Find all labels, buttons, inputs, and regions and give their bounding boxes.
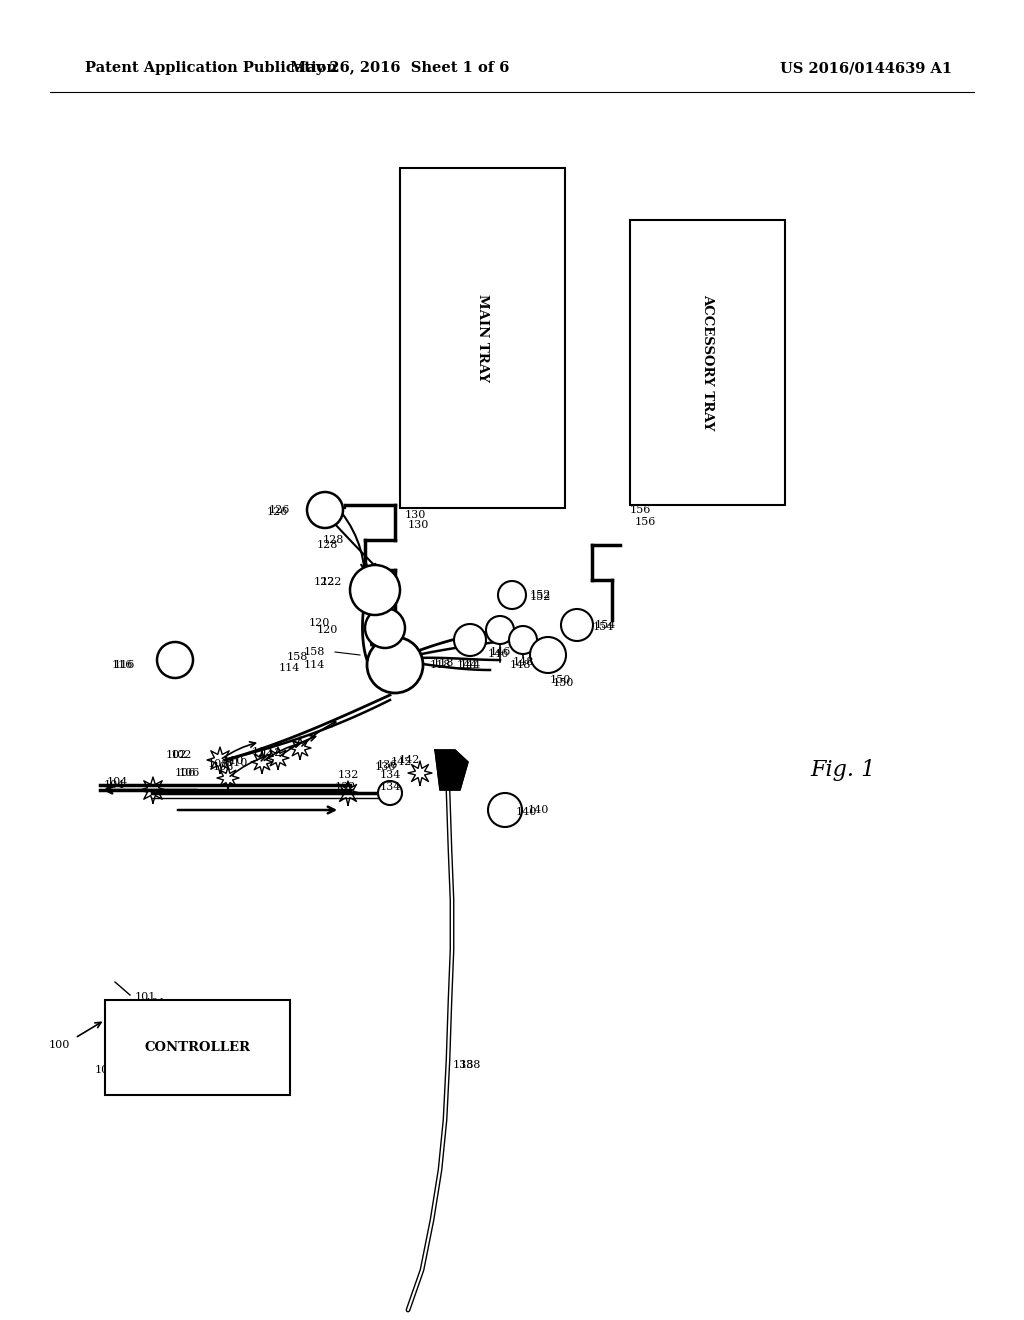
Text: 128: 128 — [323, 535, 344, 545]
Circle shape — [378, 781, 402, 805]
Text: May 26, 2016  Sheet 1 of 6: May 26, 2016 Sheet 1 of 6 — [291, 61, 510, 75]
Text: 154: 154 — [595, 620, 616, 630]
Text: 146: 146 — [487, 649, 509, 659]
Bar — [630, 220, 785, 506]
Circle shape — [350, 565, 400, 615]
Text: 130: 130 — [406, 510, 426, 520]
Text: 108: 108 — [208, 759, 229, 770]
Text: 138: 138 — [460, 1060, 481, 1071]
Text: 156: 156 — [630, 506, 651, 515]
Text: 152: 152 — [530, 591, 551, 602]
Text: 102: 102 — [166, 750, 187, 760]
Text: 116: 116 — [114, 660, 135, 671]
Text: 114: 114 — [304, 660, 325, 671]
Text: 110: 110 — [226, 758, 248, 768]
Text: 108: 108 — [213, 762, 234, 772]
Text: 132: 132 — [334, 781, 355, 792]
Text: 101: 101 — [145, 998, 166, 1008]
Bar — [400, 168, 565, 508]
Text: 104: 104 — [106, 777, 128, 787]
Circle shape — [498, 581, 526, 609]
Text: 144: 144 — [460, 660, 480, 671]
Text: 140: 140 — [528, 805, 549, 814]
Text: 132: 132 — [337, 770, 358, 780]
Circle shape — [488, 793, 522, 828]
Circle shape — [367, 638, 423, 693]
Bar — [105, 1001, 290, 1096]
Text: CONTROLLER: CONTROLLER — [144, 1041, 251, 1053]
Text: 112: 112 — [252, 747, 273, 756]
Circle shape — [365, 609, 406, 648]
Text: 152: 152 — [530, 590, 551, 601]
Text: 148: 148 — [512, 657, 534, 667]
Text: 128: 128 — [316, 540, 338, 550]
Circle shape — [509, 626, 537, 653]
Text: 142: 142 — [398, 755, 420, 766]
Text: 134: 134 — [379, 770, 400, 780]
Text: Fig. 1: Fig. 1 — [810, 759, 876, 781]
Text: 138: 138 — [453, 1060, 474, 1071]
Text: 144: 144 — [457, 660, 477, 671]
Text: 134: 134 — [379, 781, 400, 792]
Text: 112: 112 — [261, 748, 282, 758]
Text: 118: 118 — [433, 657, 455, 668]
Text: 104: 104 — [103, 780, 125, 789]
Circle shape — [157, 642, 193, 678]
Text: 146: 146 — [489, 647, 511, 657]
Text: 136: 136 — [375, 762, 396, 772]
Text: 122: 122 — [321, 577, 342, 587]
Text: 114: 114 — [279, 663, 300, 673]
Text: 156: 156 — [635, 517, 656, 527]
Text: 106: 106 — [175, 768, 196, 777]
Text: 101: 101 — [135, 993, 157, 1002]
Text: MAIN TRAY: MAIN TRAY — [476, 294, 489, 381]
Text: 120: 120 — [308, 618, 330, 628]
Text: 140: 140 — [516, 807, 538, 817]
Text: 122: 122 — [313, 577, 335, 587]
Text: 116: 116 — [112, 660, 133, 671]
Text: 120: 120 — [316, 624, 338, 635]
Text: 158: 158 — [304, 647, 325, 657]
Text: 130: 130 — [408, 520, 429, 531]
Text: 126: 126 — [266, 507, 288, 517]
Text: 150: 150 — [550, 675, 571, 685]
Text: 158: 158 — [287, 652, 308, 663]
Text: 150: 150 — [553, 678, 574, 688]
Text: US 2016/0144639 A1: US 2016/0144639 A1 — [780, 61, 952, 75]
Circle shape — [486, 616, 514, 644]
Text: 102: 102 — [171, 750, 193, 760]
Circle shape — [307, 492, 343, 528]
Text: 100: 100 — [95, 1065, 117, 1074]
Text: 142: 142 — [390, 756, 412, 767]
Polygon shape — [435, 750, 468, 789]
Text: 110: 110 — [222, 756, 244, 766]
Text: 106: 106 — [178, 768, 200, 777]
Text: 126: 126 — [268, 506, 290, 515]
Text: 118: 118 — [430, 660, 452, 671]
Text: 148: 148 — [509, 660, 530, 671]
Text: ACCESSORY TRAY: ACCESSORY TRAY — [701, 294, 714, 430]
Text: Patent Application Publication: Patent Application Publication — [85, 61, 337, 75]
Circle shape — [454, 624, 486, 656]
Text: 100: 100 — [48, 1040, 70, 1049]
Text: 136: 136 — [377, 760, 398, 770]
Circle shape — [530, 638, 566, 673]
Text: 154: 154 — [593, 622, 614, 632]
Circle shape — [561, 609, 593, 642]
